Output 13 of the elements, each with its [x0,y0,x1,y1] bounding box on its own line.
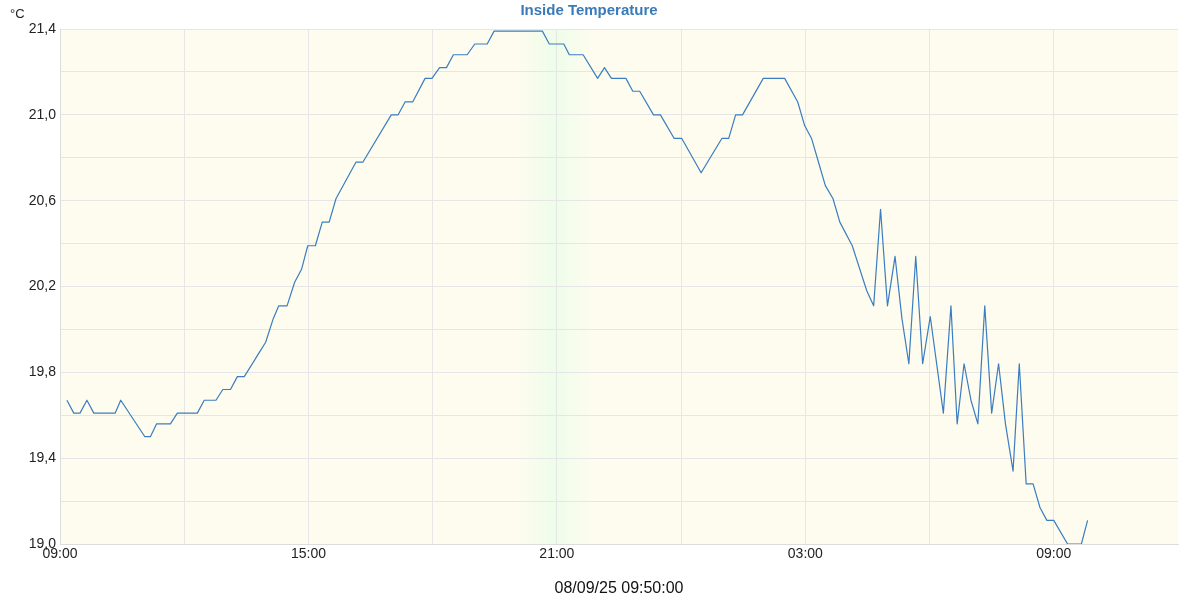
y-tick-label: 19,8 [28,363,57,380]
y-tick-label: 21,0 [28,105,57,122]
chart-title: Inside Temperature [520,1,658,19]
x-tick-label: 21:00 [539,545,575,562]
y-tick-label: 20,6 [28,191,57,208]
x-tick-label: 15:00 [290,545,327,562]
y-tick-label: 20,2 [28,277,57,294]
x-tick-label: 03:00 [787,545,824,562]
x-tick-label: 09:00 [1036,545,1072,562]
y-tick-label: 19,4 [28,449,57,466]
x-axis-title: 08/09/25 09:50:00 [554,578,684,596]
y-tick-label: 21,4 [28,19,57,36]
y-axis-title: °C [10,6,25,22]
